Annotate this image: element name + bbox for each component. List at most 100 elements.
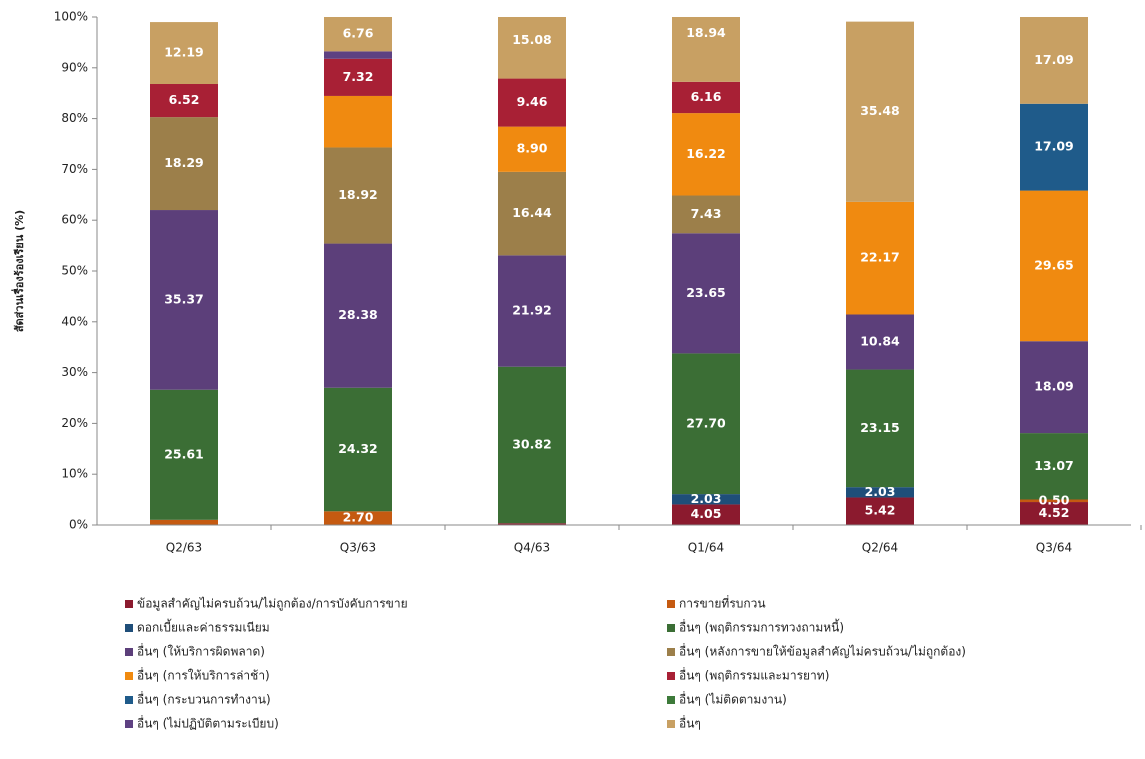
- data-label: 17.09: [1034, 139, 1074, 154]
- data-label: 27.70: [686, 415, 726, 430]
- legend-label: อื่นๆ (กระบวนการทำงาน): [137, 691, 271, 707]
- x-tick-label: Q4/63: [514, 541, 550, 555]
- data-label: 7.43: [691, 206, 722, 221]
- data-label: 10.84: [860, 334, 900, 349]
- legend-swatch: [667, 720, 675, 728]
- bar-segment: [846, 314, 914, 370]
- legend-swatch: [125, 624, 133, 632]
- bar-segment: [1020, 341, 1088, 434]
- bar-segment: [498, 171, 566, 256]
- data-label: 0.50: [1039, 492, 1070, 507]
- legend-label: อื่นๆ (หลังการขายให้ข้อมูลสำคัญไม่ครบถ้ว…: [679, 643, 966, 660]
- bar-segment: [846, 497, 914, 525]
- data-label: 13.07: [1034, 458, 1074, 473]
- data-label: 6.52: [169, 92, 200, 107]
- legend-swatch: [125, 696, 133, 704]
- data-label: 2.03: [865, 484, 896, 499]
- bar-segment: [150, 519, 218, 525]
- bar-segment: [846, 201, 914, 315]
- y-tick-label: 0%: [69, 518, 88, 532]
- bar-segment: [672, 494, 740, 505]
- bar-segment: [672, 17, 740, 82]
- bar-segment: [1020, 502, 1088, 525]
- x-tick-label: Q1/64: [688, 541, 724, 555]
- legend-swatch: [667, 648, 675, 656]
- bar-segment: [324, 147, 392, 244]
- legend-swatch: [125, 672, 133, 680]
- bar-segment: [150, 210, 218, 390]
- bar-segment: [672, 353, 740, 495]
- data-label: 24.32: [338, 441, 378, 456]
- bar-segment: [324, 58, 392, 96]
- bar-segment: [846, 487, 914, 498]
- bar-segment: [324, 511, 392, 525]
- bar-segment: [1020, 190, 1088, 342]
- legend-swatch: [667, 672, 675, 680]
- bar-segment: [498, 78, 566, 127]
- y-tick-label: 80%: [61, 111, 88, 125]
- data-label: 8.90: [517, 141, 548, 156]
- data-label: 9.46: [517, 94, 548, 109]
- bar-segment: [324, 387, 392, 512]
- y-tick-label: 40%: [61, 314, 88, 328]
- bar-segment: [324, 17, 392, 52]
- bar-segment: [498, 255, 566, 367]
- data-label: 17.09: [1034, 52, 1074, 67]
- bar-segment: [150, 84, 218, 118]
- data-label: 18.29: [164, 155, 204, 170]
- data-label: 7.32: [343, 69, 374, 84]
- bar-segment: [324, 51, 392, 59]
- legend-label: ข้อมูลสำคัญไม่ครบถ้วน/ไม่ถูกต้อง/การบังค…: [137, 597, 408, 612]
- y-tick-label: 60%: [61, 213, 88, 227]
- data-label: 18.94: [686, 25, 726, 40]
- data-label: 15.08: [512, 32, 552, 47]
- data-label: 35.37: [164, 291, 204, 306]
- data-label: 6.16: [691, 89, 722, 104]
- bar-segment: [672, 113, 740, 196]
- legend-swatch: [667, 600, 675, 608]
- data-label: 23.65: [686, 285, 726, 300]
- legend-swatch: [125, 720, 133, 728]
- data-label: 16.44: [512, 205, 552, 220]
- legend-label: อื่นๆ (ให้บริการผิดพลาด): [137, 643, 265, 659]
- legend-label: อื่นๆ (ไม่ติดตามงาน): [679, 691, 787, 707]
- bar-segment: [1020, 103, 1088, 191]
- bar-segment: [846, 369, 914, 488]
- y-axis-label: สัดส่วนเรื่องร้องเรียน (%): [11, 210, 26, 332]
- y-tick-label: 100%: [54, 10, 88, 24]
- y-tick-label: 10%: [61, 467, 88, 481]
- bar-segment: [150, 117, 218, 211]
- data-label: 18.09: [1034, 379, 1074, 394]
- data-label: 4.05: [691, 506, 722, 521]
- data-label: 2.70: [343, 510, 374, 525]
- y-tick-label: 90%: [61, 60, 88, 74]
- y-tick-label: 70%: [61, 162, 88, 176]
- bar-segment: [498, 17, 566, 79]
- data-label: 6.76: [343, 26, 374, 41]
- legend-label: อื่นๆ (ไม่ปฏิบัติตามระเบียบ): [137, 715, 279, 731]
- plot-area: [150, 17, 1088, 525]
- legend-label: ดอกเบี้ยและค่าธรรมเนียม: [137, 619, 270, 635]
- y-tick-label: 20%: [61, 416, 88, 430]
- legend-label: อื่นๆ (การให้บริการล่าช้า): [137, 667, 270, 683]
- y-tick-label: 50%: [61, 264, 88, 278]
- legend-label: อื่นๆ (พฤติกรรมและมารยาท): [679, 667, 829, 683]
- data-label: 35.48: [860, 103, 900, 118]
- data-label: 28.38: [338, 307, 378, 322]
- data-label: 22.17: [860, 250, 900, 265]
- bar-segment: [150, 22, 218, 85]
- bar-segment: [672, 233, 740, 354]
- legend-swatch: [125, 600, 133, 608]
- bar-segment: [498, 366, 566, 524]
- x-tick-label: Q3/63: [340, 541, 376, 555]
- data-label: 4.52: [1039, 505, 1070, 520]
- bar-segment: [324, 243, 392, 388]
- y-tick-label: 30%: [61, 365, 88, 379]
- bar-segment: [672, 81, 740, 114]
- legend-label: การขายที่รบกวน: [679, 595, 766, 611]
- bar-segment: [1020, 499, 1088, 503]
- legend-swatch: [667, 624, 675, 632]
- bar-segment: [1020, 17, 1088, 104]
- data-label: 2.03: [691, 491, 722, 506]
